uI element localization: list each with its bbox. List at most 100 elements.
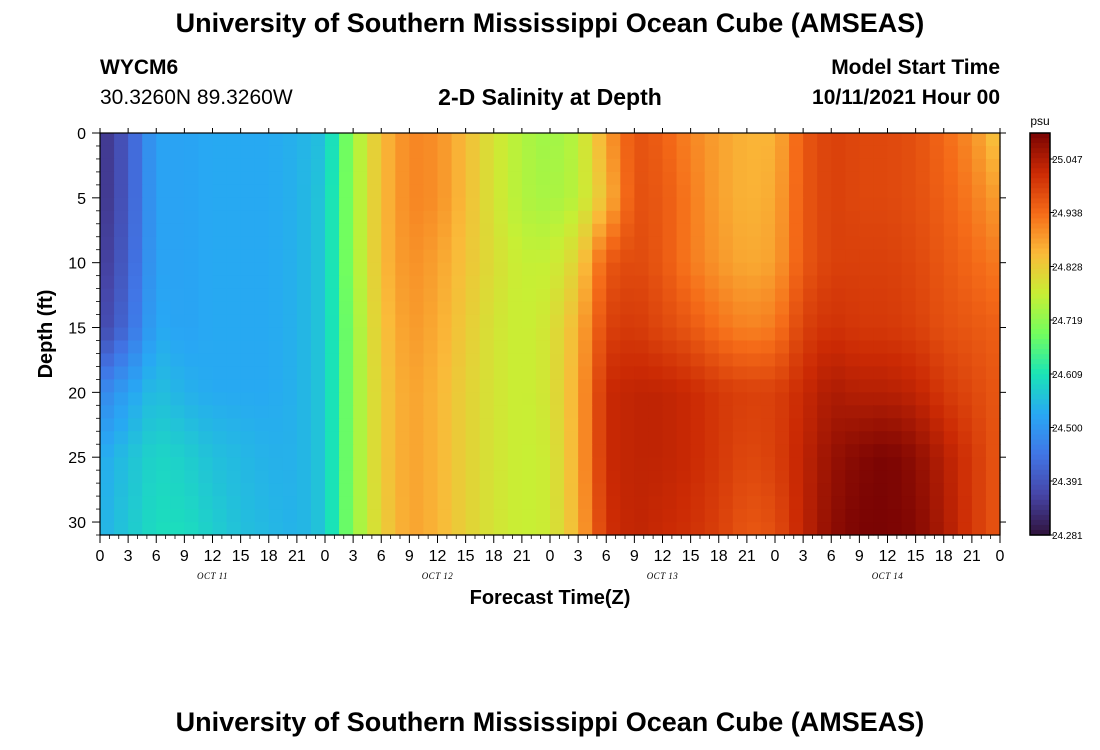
heatmap-cell [971,509,987,523]
heatmap-cell [381,133,396,147]
heatmap-cell [943,340,959,355]
heatmap-cell [887,366,903,380]
heatmap-cell [648,145,664,160]
heatmap-cell [325,470,340,484]
heatmap-cell [845,496,860,510]
heatmap-cell [296,288,312,303]
heatmap-cell [662,171,678,186]
heatmap-cell [240,197,256,212]
heatmap-cell [817,301,832,316]
heatmap-cell [451,457,467,471]
heatmap-cell [648,288,664,303]
heatmap-cell [381,340,396,355]
heatmap-cell [156,184,171,199]
heatmap-cell [409,327,425,342]
y-tick-label: 0 [77,126,86,143]
heatmap-cell [592,470,607,484]
heatmap-cell [325,158,340,173]
heatmap-cell [423,301,439,316]
heatmap-cell [100,379,115,393]
heatmap-cell [198,379,214,393]
heatmap-cell [268,197,284,212]
heatmap-cell [339,392,354,406]
heatmap-cell [170,249,185,264]
heatmap-cell [479,158,495,173]
heatmap-cell [142,522,157,536]
heatmap-cell [282,275,298,290]
heatmap-cell [507,301,523,316]
heatmap-cell [971,392,987,406]
heatmap-cell [128,353,143,368]
heatmap-cell [493,236,509,251]
heatmap-cell [409,431,425,445]
heatmap-cell [550,210,565,225]
heatmap-cell [873,171,889,186]
heatmap-cell [325,457,340,471]
heatmap-cell [535,444,551,458]
heatmap-cell [437,262,453,277]
heatmap-cell [325,444,340,458]
heatmap-cell [648,133,664,147]
heatmap-cell [915,133,931,147]
heatmap-cell [929,314,945,329]
heatmap-cell [339,184,354,199]
heatmap-cell [957,392,973,406]
heatmap-cell [310,158,326,173]
heatmap-cell [592,457,607,471]
heatmap-cell [606,275,621,290]
heatmap-cell [381,158,396,173]
heatmap-cell [789,301,804,316]
heatmap-cell [760,314,776,329]
heatmap-cell [212,314,228,329]
heatmap-cell [971,522,987,536]
heatmap-cell [409,288,425,303]
heatmap-cell [760,145,776,160]
x-tick-label: 9 [630,548,639,565]
heatmap-cell [268,171,284,186]
heatmap-cell [423,496,439,510]
heatmap-cell [732,392,748,406]
heatmap-cell [535,133,551,147]
heatmap-cell [915,353,931,368]
heatmap-cell [648,262,664,277]
heatmap-cell [929,392,945,406]
heatmap-cell [550,379,565,393]
heatmap-cell [114,522,129,536]
heatmap-cell [409,158,425,173]
heatmap-cell [957,210,973,225]
colorbar-segment [1030,178,1050,184]
heatmap-cell [887,288,903,303]
heatmap-cell [915,301,931,316]
heatmap-cell [746,223,762,238]
heatmap-cell [409,275,425,290]
heatmap-cell [367,171,382,186]
heatmap-cell [367,236,382,251]
heatmap-cell [310,133,326,147]
heatmap-cell [732,288,748,303]
heatmap-cell [381,249,396,264]
heatmap-cell [957,470,973,484]
heatmap-cell [648,210,664,225]
heatmap-cell [971,184,987,199]
heatmap-cell [409,483,425,497]
heatmap-cell [353,275,368,290]
heatmap-cell [395,158,410,173]
heatmap-cell [957,444,973,458]
heatmap-cell [128,327,143,342]
heatmap-cell [128,249,143,264]
heatmap-cell [493,210,509,225]
heatmap-cell [620,379,635,393]
heatmap-cell [451,444,467,458]
heatmap-cell [550,314,565,329]
heatmap-cell [479,444,495,458]
heatmap-cell [465,184,481,199]
heatmap-cell [606,379,621,393]
heatmap-cell [564,197,579,212]
heatmap-cell [859,405,875,419]
heatmap-cell [775,145,790,160]
heatmap-cell [578,392,593,406]
heatmap-cell [367,210,382,225]
heatmap-cell [226,197,242,212]
heatmap-cell [564,392,579,406]
heatmap-cell [831,483,846,497]
